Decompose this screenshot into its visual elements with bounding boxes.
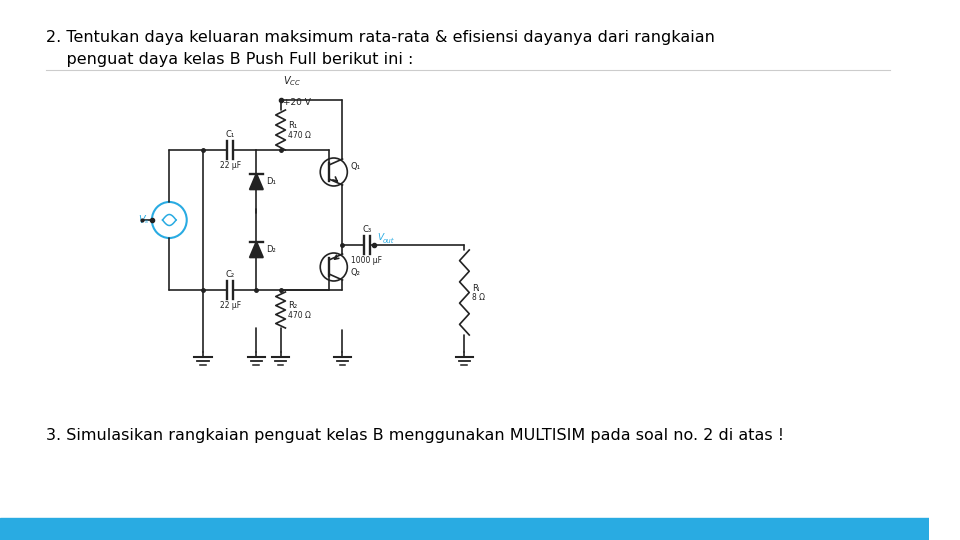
Text: Q₂: Q₂ (350, 267, 360, 276)
Text: 3. Simulasikan rangkaian penguat kelas B menggunakan MULTISIM pada soal no. 2 di: 3. Simulasikan rangkaian penguat kelas B… (46, 428, 784, 443)
Text: D₁: D₁ (266, 177, 276, 186)
Text: R₂: R₂ (288, 301, 298, 310)
Text: 22 μF: 22 μF (220, 301, 241, 310)
Polygon shape (250, 241, 263, 258)
Text: R₁: R₁ (288, 122, 298, 131)
Text: V: V (377, 233, 383, 242)
Text: C₁: C₁ (226, 130, 235, 139)
Text: Q₁: Q₁ (350, 163, 360, 172)
Text: 470 Ω: 470 Ω (288, 131, 311, 139)
Text: Rₗ: Rₗ (472, 284, 479, 293)
Text: C₃: C₃ (362, 225, 372, 234)
Bar (0, 518, 929, 540)
Text: $V_{CC}$: $V_{CC}$ (282, 74, 300, 88)
Text: 22 μF: 22 μF (220, 161, 241, 170)
Text: Vₛ: Vₛ (138, 215, 148, 225)
Text: out: out (383, 238, 395, 244)
Text: +20 V: +20 V (282, 98, 310, 107)
Text: C₂: C₂ (226, 270, 235, 279)
Text: 470 Ω: 470 Ω (288, 310, 311, 320)
Text: D₂: D₂ (266, 245, 276, 254)
Text: 8 Ω: 8 Ω (472, 293, 485, 302)
Text: 1000 μF: 1000 μF (351, 256, 382, 265)
Text: 2. Tentukan daya keluaran maksimum rata-rata & efisiensi dayanya dari rangkaian: 2. Tentukan daya keluaran maksimum rata-… (46, 30, 715, 45)
Polygon shape (250, 173, 263, 190)
Text: penguat daya kelas B Push Full berikut ini :: penguat daya kelas B Push Full berikut i… (46, 52, 414, 67)
